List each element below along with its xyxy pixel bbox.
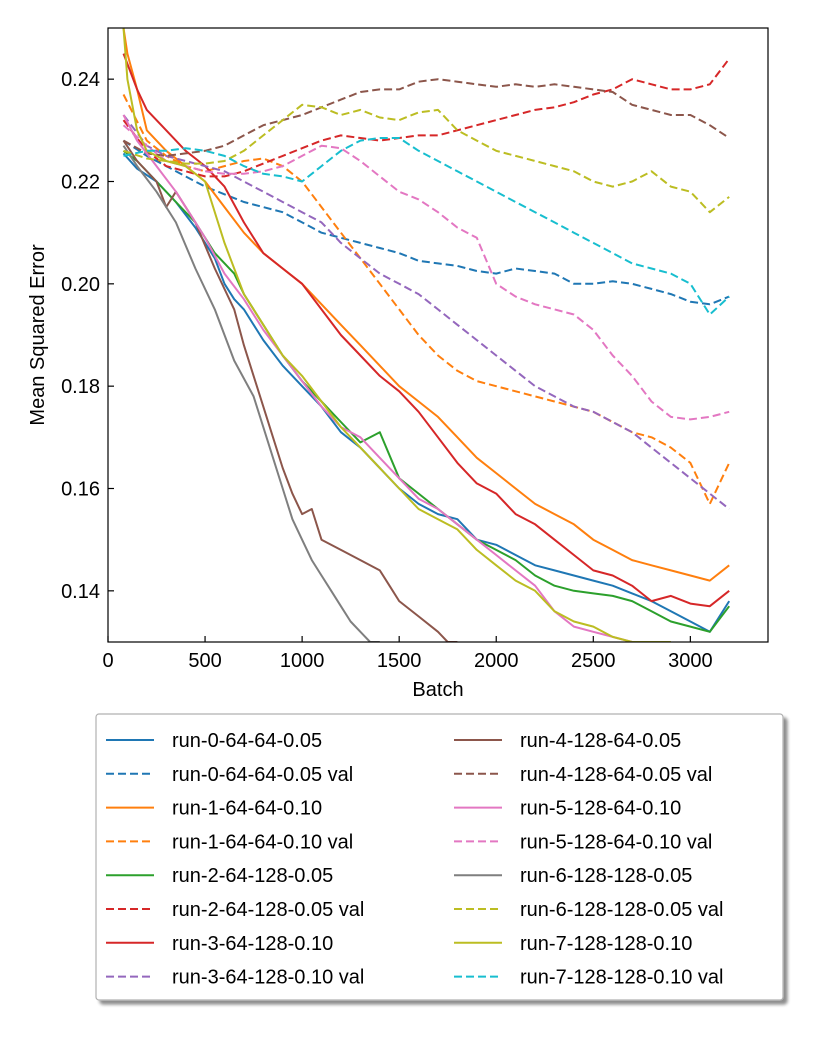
legend-label-run-6-128-128-0-05-val: run-6-128-128-0.05 val [520, 899, 723, 921]
series-line-run-5-128-64-0-10 [122, 114, 633, 642]
legend-label-run-4-128-64-0-05-val: run-4-128-64-0.05 val [520, 764, 712, 786]
y-tick-label: 0.22 [61, 172, 100, 194]
x-tick-label: 1500 [377, 650, 422, 672]
series-line-run-2-64-128-0-05 [122, 150, 730, 633]
x-tick-label: 3000 [668, 650, 713, 672]
y-axis: 0.14 0.16 0.18 0.20 0.22 0.24 [61, 69, 114, 603]
series-layer [122, 28, 731, 642]
y-tick-label: 0.18 [61, 376, 100, 398]
legend-label-run-3-64-128-0-10: run-3-64-128-0.10 [172, 933, 333, 955]
series-line-run-5-128-64-0-10-val [122, 124, 730, 421]
legend-label-run-1-64-64-0-10: run-1-64-64-0.10 [172, 798, 322, 820]
legend-label-run-6-128-128-0-05: run-6-128-128-0.05 [520, 865, 692, 887]
legend-label-run-5-128-64-0-10: run-5-128-64-0.10 [520, 798, 681, 820]
series-line-run-7-128-128-0-10 [122, 28, 671, 642]
legend-label-run-2-64-128-0-05: run-2-64-128-0.05 [172, 865, 333, 887]
legend-items: run-0-64-64-0.05 run-0-64-64-0.05 val run-… [106, 730, 723, 989]
y-tick-label: 0.20 [61, 274, 100, 296]
x-tick-label: 2000 [474, 650, 519, 672]
series-line-run-0-64-64-0-05 [122, 152, 731, 633]
series-line-run-3-64-128-0-10 [122, 53, 730, 608]
series-line-run-6-128-128-0-05-val [123, 103, 730, 214]
legend-frame [95, 713, 784, 1001]
legend-label-run-0-64-64-0-05: run-0-64-64-0.05 [172, 730, 322, 752]
y-axis-label: Mean Squared Error [27, 244, 49, 426]
legend-label-run-1-64-64-0-10-val: run-1-64-64-0.10 val [172, 831, 353, 853]
legend-label-run-7-128-128-0-10-val: run-7-128-128-0.10 val [520, 967, 723, 989]
x-tick-label: 1000 [280, 650, 325, 672]
x-axis-label: Batch [412, 679, 463, 701]
legend-label-run-4-128-64-0-05: run-4-128-64-0.05 [520, 730, 681, 752]
series-line-run-7-128-128-0-10-val [123, 137, 730, 316]
series-line-run-2-64-128-0-05-val [122, 58, 730, 178]
x-tick-label: 0 [102, 650, 113, 672]
x-axis: 0 500 1000 1500 2000 2500 3000 [102, 636, 713, 672]
legend-label-run-7-128-128-0-10: run-7-128-128-0.10 [520, 933, 692, 955]
series-line-run-0-64-64-0-05-val [122, 139, 730, 306]
x-tick-label: 500 [188, 650, 221, 672]
x-tick-label: 2500 [571, 650, 616, 672]
plot-frame [107, 27, 769, 643]
legend-label-run-5-128-64-0-10-val: run-5-128-64-0.10 val [520, 831, 712, 853]
legend: run-0-64-64-0.05 run-0-64-64-0.05 val run-… [95, 713, 784, 1001]
legend-label-run-2-64-128-0-05-val: run-2-64-128-0.05 val [172, 899, 364, 921]
y-tick-label: 0.14 [61, 581, 100, 603]
series-line-run-6-128-128-0-05 [122, 145, 380, 642]
legend-label-run-3-64-128-0-10-val: run-3-64-128-0.10 val [172, 967, 364, 989]
series-line-run-3-64-128-0-10-val [122, 114, 730, 510]
series-line-run-4-128-64-0-05-val [123, 78, 730, 157]
legend-label-run-0-64-64-0-05-val: run-0-64-64-0.05 val [172, 764, 353, 786]
y-tick-label: 0.16 [61, 479, 100, 501]
y-tick-label: 0.24 [61, 69, 100, 91]
